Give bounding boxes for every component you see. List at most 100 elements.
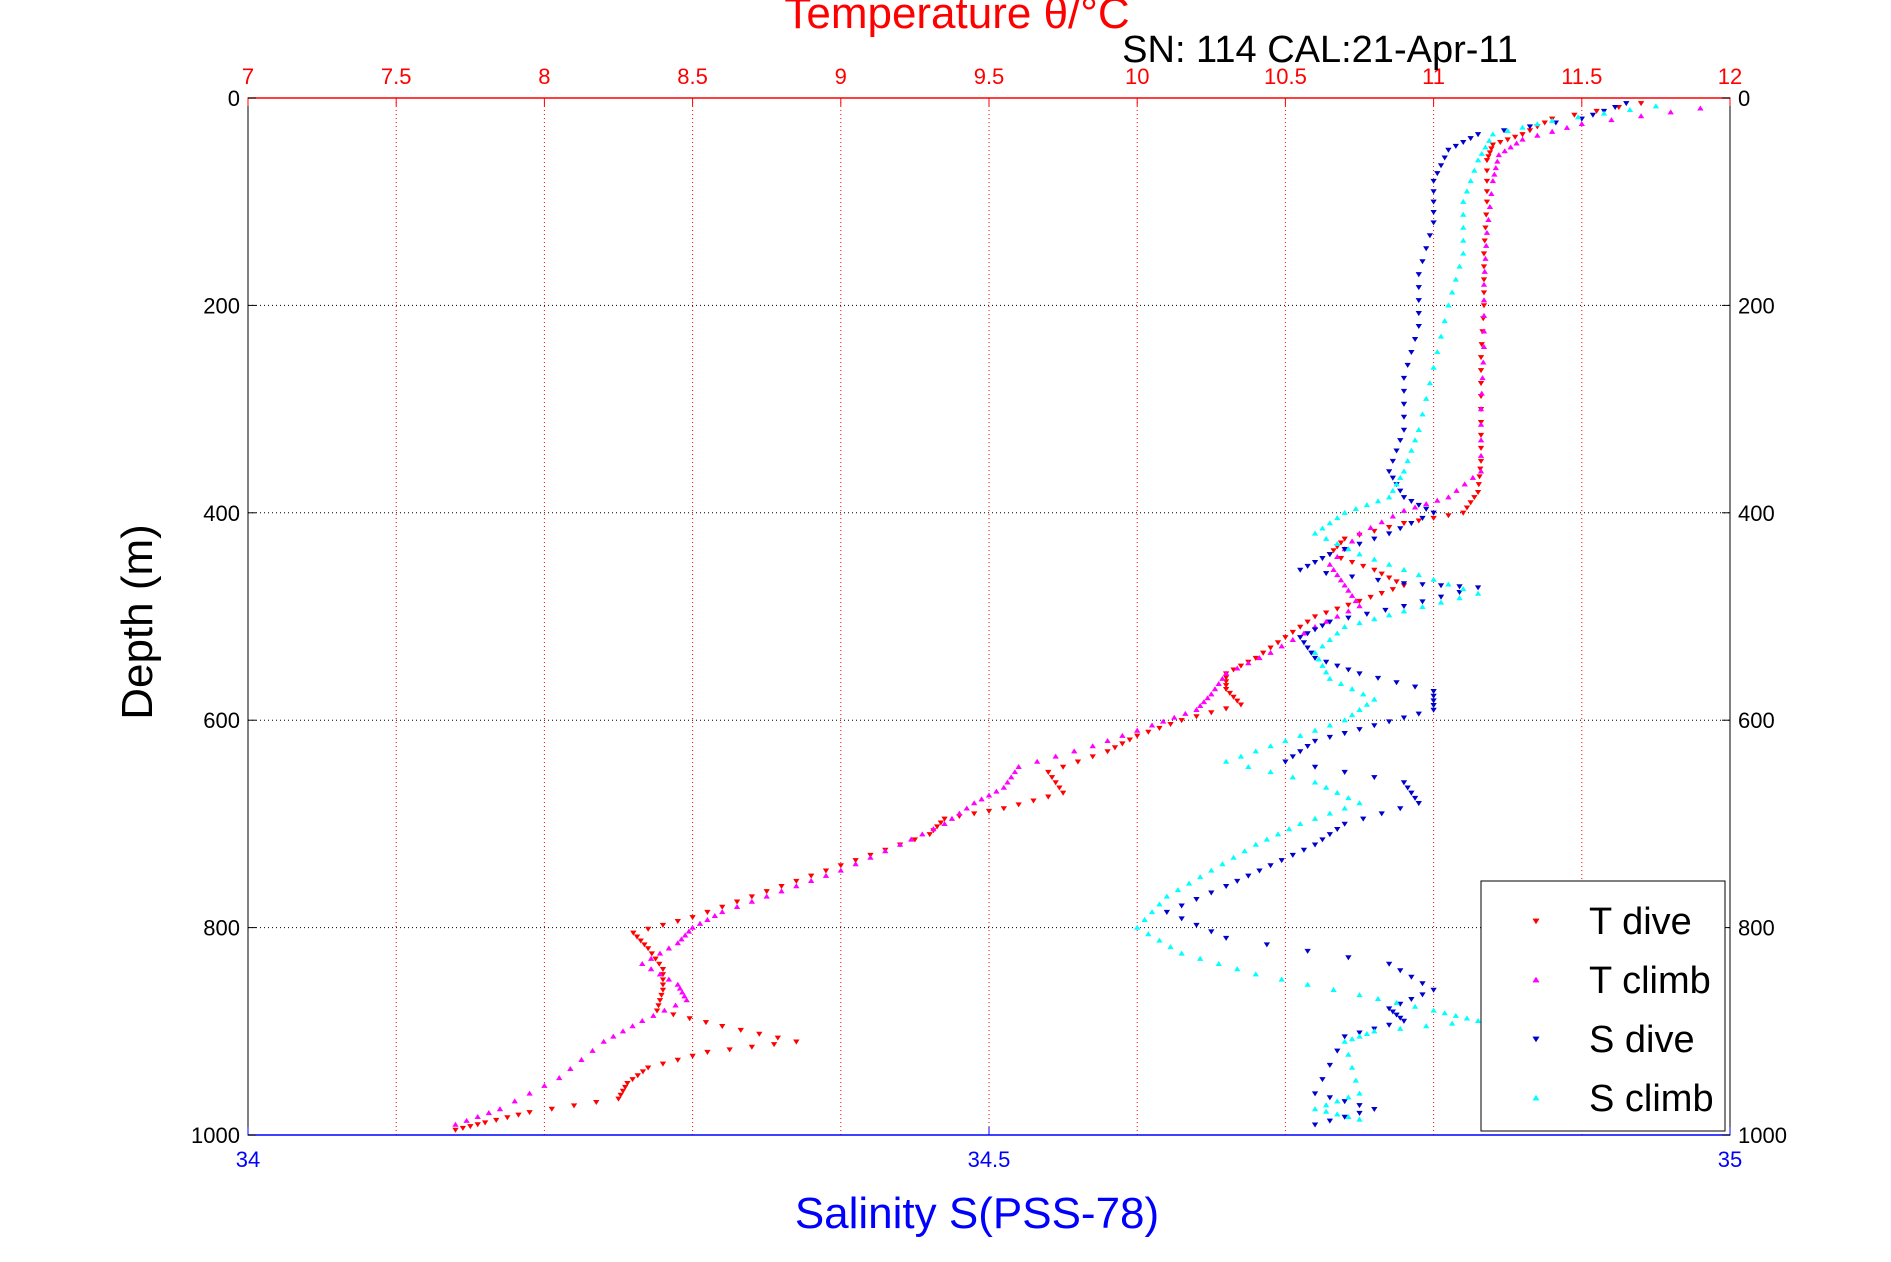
data-point [1360,816,1367,822]
data-point [474,1122,481,1128]
data-point [1389,487,1396,493]
data-point [1263,942,1271,948]
data-point [1423,1023,1430,1029]
data-point [1234,698,1241,704]
data-point [1330,566,1337,572]
data-point [1589,112,1597,118]
data-point [1311,738,1319,744]
data-point [1453,487,1460,493]
data-point [1326,552,1334,558]
data-point [1371,567,1378,573]
data-point [1311,649,1319,655]
legend-marker [1532,976,1540,983]
data-point [1393,448,1400,454]
data-point [1400,375,1408,381]
data-point [1145,931,1152,937]
data-point [1126,737,1133,743]
data-point [1052,753,1059,759]
data-point [1419,582,1426,588]
data-point [1415,518,1422,524]
data-point [1374,498,1382,504]
data-point [704,916,711,922]
data-point [1475,482,1482,488]
data-point [658,992,665,998]
data-point [1274,640,1282,646]
data-point [1222,758,1230,764]
data-point [1477,355,1485,361]
data-point [985,792,993,798]
data-point [1697,105,1704,111]
data-point [1222,686,1230,692]
data-point [1219,675,1226,681]
data-point [526,1090,533,1096]
data-point [1311,614,1319,620]
data-point [1483,189,1491,195]
data-point [1488,191,1495,197]
data-point [1400,566,1408,572]
data-point [1163,909,1170,915]
data-point [1011,769,1019,775]
data-point [1534,132,1541,138]
data-point [1389,458,1396,464]
data-point [1480,297,1488,303]
depth-tick-label-left: 0 [228,86,240,111]
data-point [1334,1048,1341,1054]
data-point [1211,686,1219,692]
data-point [1000,806,1007,812]
data-point [679,989,686,995]
data-point [1478,342,1485,348]
data-point [1330,986,1337,992]
data-point [1371,1106,1378,1112]
data-point [1477,445,1485,451]
data-point [1385,961,1393,967]
data-point [1304,948,1311,954]
data-point [1477,468,1485,474]
data-point [1341,769,1348,775]
data-point [1345,795,1352,801]
data-point [1478,150,1485,156]
data-point [1341,536,1348,542]
data-point [1400,521,1408,527]
legend-items: T dive T climb S dive S climb [1532,901,1714,1120]
data-point [1393,481,1400,487]
data-point [1356,992,1363,998]
data-point [1326,520,1334,526]
data-point [1408,349,1415,355]
data-point [1460,237,1467,243]
data-point [1311,1106,1319,1112]
data-point [1477,381,1485,387]
data-point [567,1065,574,1072]
data-point [1182,710,1189,716]
data-point [1323,535,1330,541]
data-point [1319,643,1326,649]
data-point [1382,607,1389,613]
depth-tick-label-left: 400 [203,501,240,526]
data-point [896,841,904,847]
data-point [1356,727,1363,733]
data-point [1341,1034,1348,1040]
data-point [659,987,667,993]
data-point [548,1106,555,1112]
data-point [1486,203,1494,210]
depth-tick-label-right: 0 [1738,86,1750,111]
data-point [1485,216,1492,222]
data-point [1348,686,1356,692]
data-point [1541,120,1548,126]
data-point [685,928,693,934]
data-point [908,836,915,842]
data-point [681,993,688,999]
data-point [661,1007,668,1013]
data-point [1052,780,1059,786]
data-point [1334,515,1341,521]
data-point [1430,689,1437,695]
data-point [1397,474,1404,480]
data-point [481,1120,489,1126]
data-point [1415,324,1422,330]
data-point [1415,426,1422,432]
data-point [1345,608,1352,614]
data-point [1404,362,1411,368]
data-point [1334,553,1341,559]
data-point [647,955,655,961]
data-point [1419,515,1426,521]
data-point [1178,718,1185,724]
